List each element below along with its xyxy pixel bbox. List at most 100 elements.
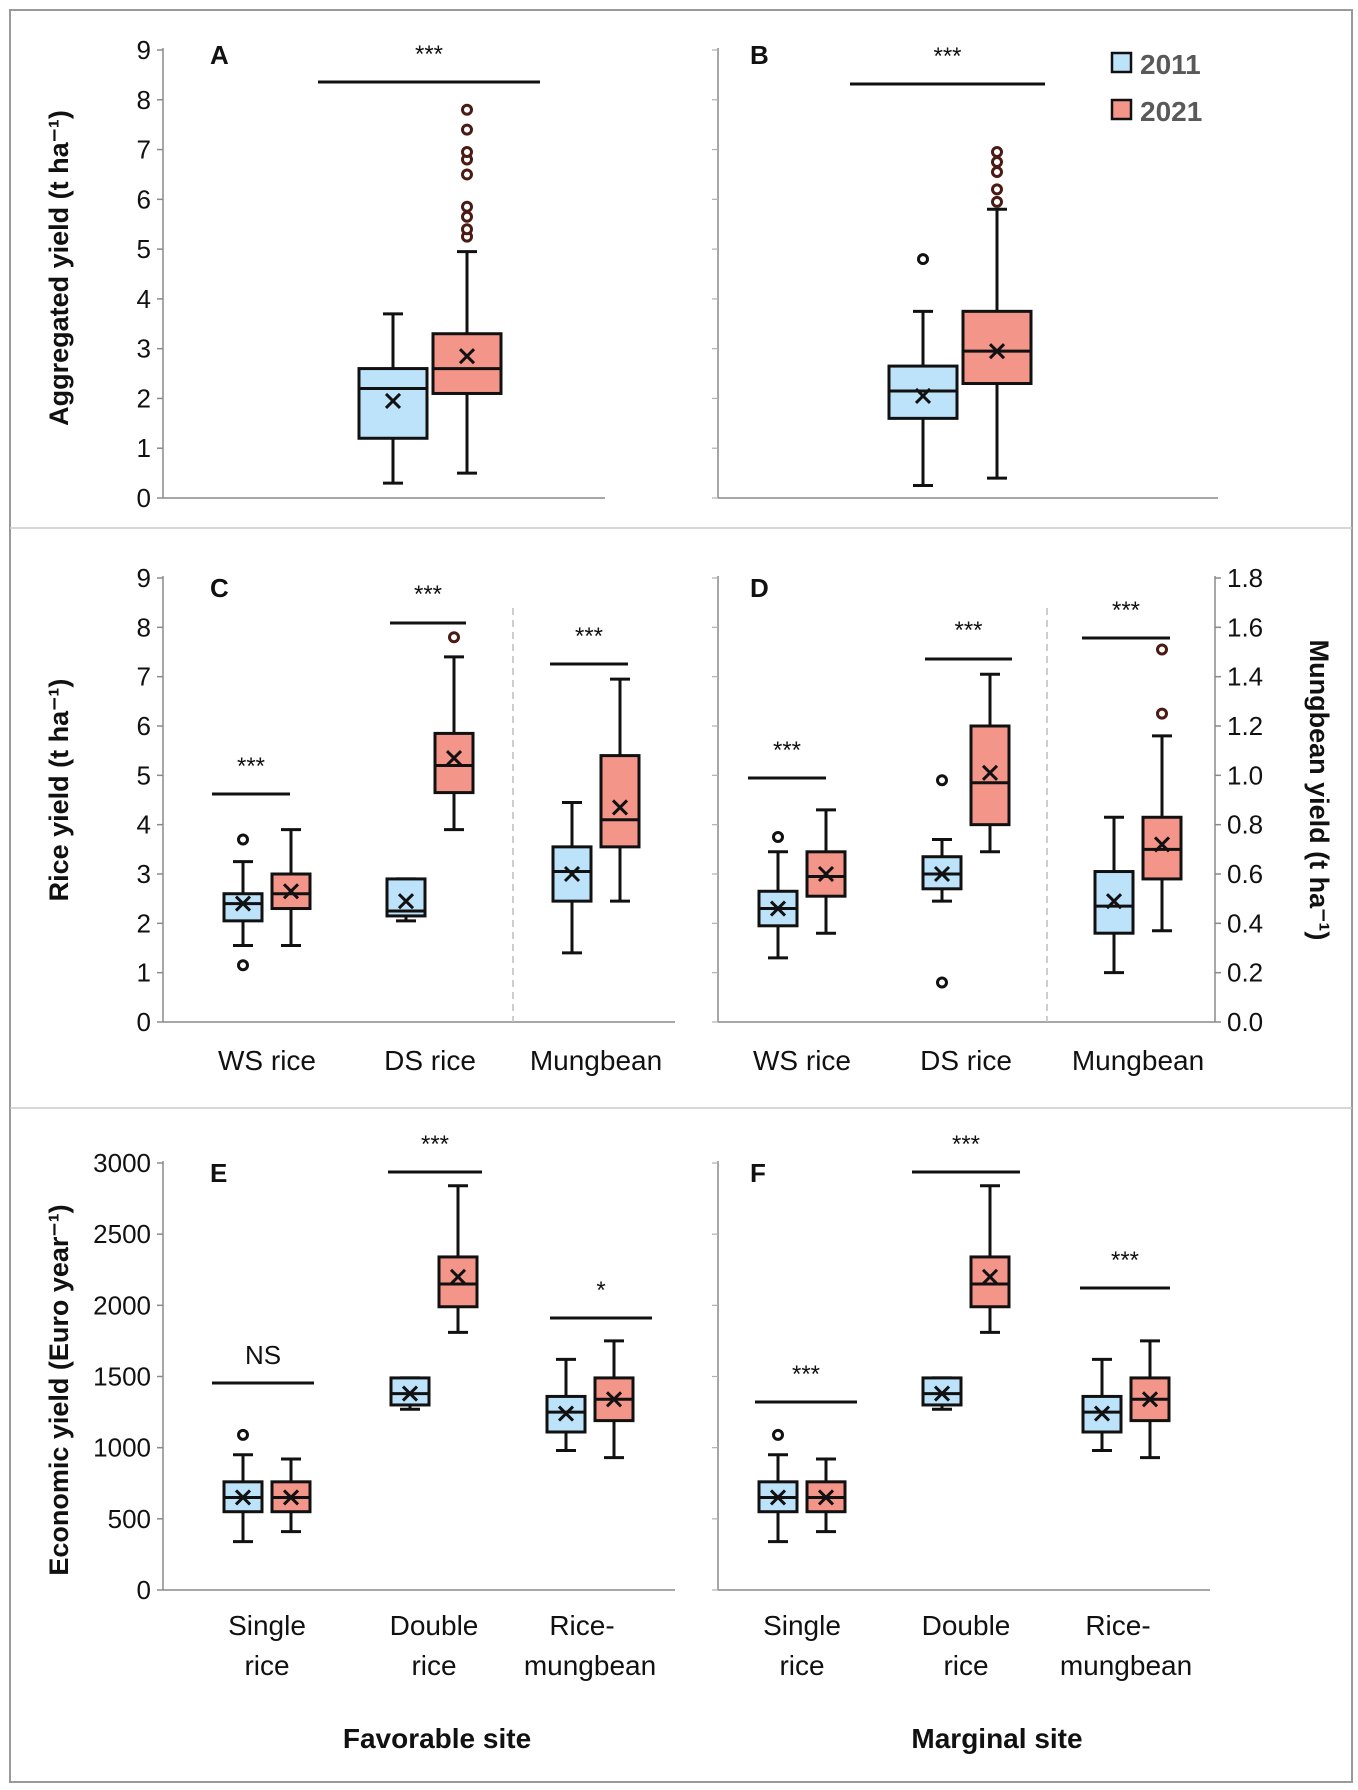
- box-2021-Single rice: [270, 1457, 312, 1534]
- y2-tick-label: 1.2: [1227, 711, 1263, 741]
- box-iqr: [437, 1255, 479, 1309]
- y-tick-label: 8: [137, 612, 151, 642]
- box-iqr: [961, 309, 1033, 386]
- outlier-point: [237, 1428, 249, 1441]
- mean-marker: [933, 865, 951, 883]
- x-tick-label: rice: [779, 1650, 824, 1681]
- outlier-point: [461, 123, 473, 136]
- y-tick-label: 5: [137, 760, 151, 790]
- box-2011-WS rice: [757, 831, 799, 960]
- outlier-point: [991, 156, 1003, 168]
- panel-D: D 0.0 0.2 0.4 0.6 0.8 1.0 1.2 1.4 1.6 1.8 WS rice DS…: [712, 563, 1263, 1076]
- mean-marker: [397, 893, 415, 910]
- box-iqr: [599, 754, 641, 849]
- panel-letter-F: F: [750, 1158, 766, 1188]
- box-2011-Single rice: [757, 1428, 799, 1544]
- mean-marker: [1141, 1391, 1159, 1408]
- outlier-point: [772, 831, 784, 843]
- y-tick-label: 9: [137, 563, 151, 593]
- mean-marker: [1153, 836, 1171, 853]
- y-tick-label: 0: [137, 1007, 151, 1037]
- mean-marker: [401, 1385, 419, 1402]
- legend-label-2011: 2011: [1140, 49, 1201, 80]
- mean-marker: [769, 900, 787, 917]
- panel-F: F Single rice Double rice Rice-mungbean *** ***…: [712, 1131, 1210, 1681]
- y-tick-label: 0: [137, 1575, 151, 1605]
- mean-marker: [449, 1268, 467, 1285]
- figure-frame: [9, 9, 1353, 1783]
- mean-marker: [234, 1489, 252, 1506]
- panel-letter-D: D: [750, 573, 769, 603]
- y-tick-label: 6: [137, 711, 151, 741]
- y-tick-label: 3000: [93, 1148, 151, 1178]
- mean-marker: [557, 1405, 575, 1422]
- box-2021-DS rice: [433, 631, 475, 832]
- outlier-point: [1156, 707, 1168, 720]
- outlier-point: [461, 210, 473, 223]
- legend: 2011 2021: [1110, 49, 1202, 127]
- outlier-point: [991, 183, 1003, 196]
- x-tick-label: rice: [411, 1650, 456, 1681]
- outlier-point: [991, 146, 1003, 159]
- box-2021-Mungbean: [599, 677, 641, 903]
- box-2021-Mungbean: [1141, 643, 1183, 933]
- ylabel-rice: Rice yield (t ha⁻¹): [44, 679, 74, 902]
- panel-letter-C: C: [210, 573, 229, 603]
- outlier-point: [1156, 643, 1168, 656]
- x-tick-label: WS rice: [753, 1045, 851, 1076]
- box-iqr: [270, 872, 312, 911]
- ylabel-mungbean: Mungbean yield (t ha⁻¹): [1304, 640, 1334, 941]
- mean-marker: [981, 764, 999, 781]
- box-2011-DS rice: [921, 774, 963, 989]
- panels: A 0 1 2 3 4 5 6 7 8 9 *** B *** C 0 1 2 3 4 5 6 7 8 9 WS rice DS r…: [93, 35, 1263, 1681]
- mean-marker: [988, 343, 1006, 360]
- outlier-point: [461, 146, 473, 159]
- y-tick-label: 9: [137, 35, 151, 65]
- x-tick-label: Single: [763, 1610, 841, 1641]
- box-2021-DS rice: [969, 672, 1011, 854]
- outlier-point: [991, 165, 1003, 178]
- box-2021-WS rice: [805, 808, 847, 935]
- box-2011-Single rice: [222, 1428, 264, 1544]
- outlier-point: [917, 253, 929, 266]
- outlier-point: [461, 200, 473, 213]
- box-2021-Rice-mungbean: [593, 1339, 635, 1460]
- x-tick-label: rice: [244, 1650, 289, 1681]
- significance-label: ***: [421, 1131, 449, 1158]
- x-tick-label: rice: [943, 1650, 988, 1681]
- panel-letter-B: B: [750, 40, 769, 70]
- mean-marker: [234, 895, 252, 912]
- y2-tick-label: 1.4: [1227, 662, 1263, 692]
- y-tick-label: 6: [137, 184, 151, 214]
- y-tick-label: 2500: [93, 1219, 151, 1249]
- x-tick-label: Double: [390, 1610, 479, 1641]
- y-tick-label: 8: [137, 85, 151, 115]
- box-2011-Rice-mungbean: [1081, 1357, 1123, 1453]
- significance-label: ***: [415, 41, 443, 68]
- legend-swatch-2011: [1110, 51, 1133, 74]
- significance-label: ***: [1112, 597, 1140, 624]
- box-2011-WS rice: [222, 833, 264, 972]
- y2-tick-label: 1.6: [1227, 612, 1263, 642]
- mean-marker: [282, 883, 300, 900]
- box-2011-Double rice: [389, 1376, 431, 1411]
- outlier-point: [772, 1428, 784, 1441]
- y2-tick-label: 0.6: [1227, 859, 1263, 889]
- y-tick-label: 500: [108, 1504, 151, 1534]
- outlier-point: [448, 631, 460, 644]
- y-tick-label: 2000: [93, 1290, 151, 1320]
- outlier-point: [936, 976, 948, 989]
- mean-marker: [563, 865, 581, 883]
- y-tick-label: 2: [137, 908, 151, 938]
- box-2011-all: [357, 312, 429, 485]
- box-2021-Rice-mungbean: [1129, 1339, 1171, 1460]
- mean-marker: [914, 387, 932, 405]
- x-tick-label: Single: [228, 1610, 306, 1641]
- x-tick-label: DS rice: [384, 1045, 476, 1076]
- outlier-point: [936, 774, 948, 787]
- box-2021-WS rice: [270, 828, 312, 948]
- box-2021-Single rice: [805, 1457, 847, 1534]
- box-2021-all: [431, 103, 503, 475]
- panel-letter-E: E: [210, 1158, 227, 1188]
